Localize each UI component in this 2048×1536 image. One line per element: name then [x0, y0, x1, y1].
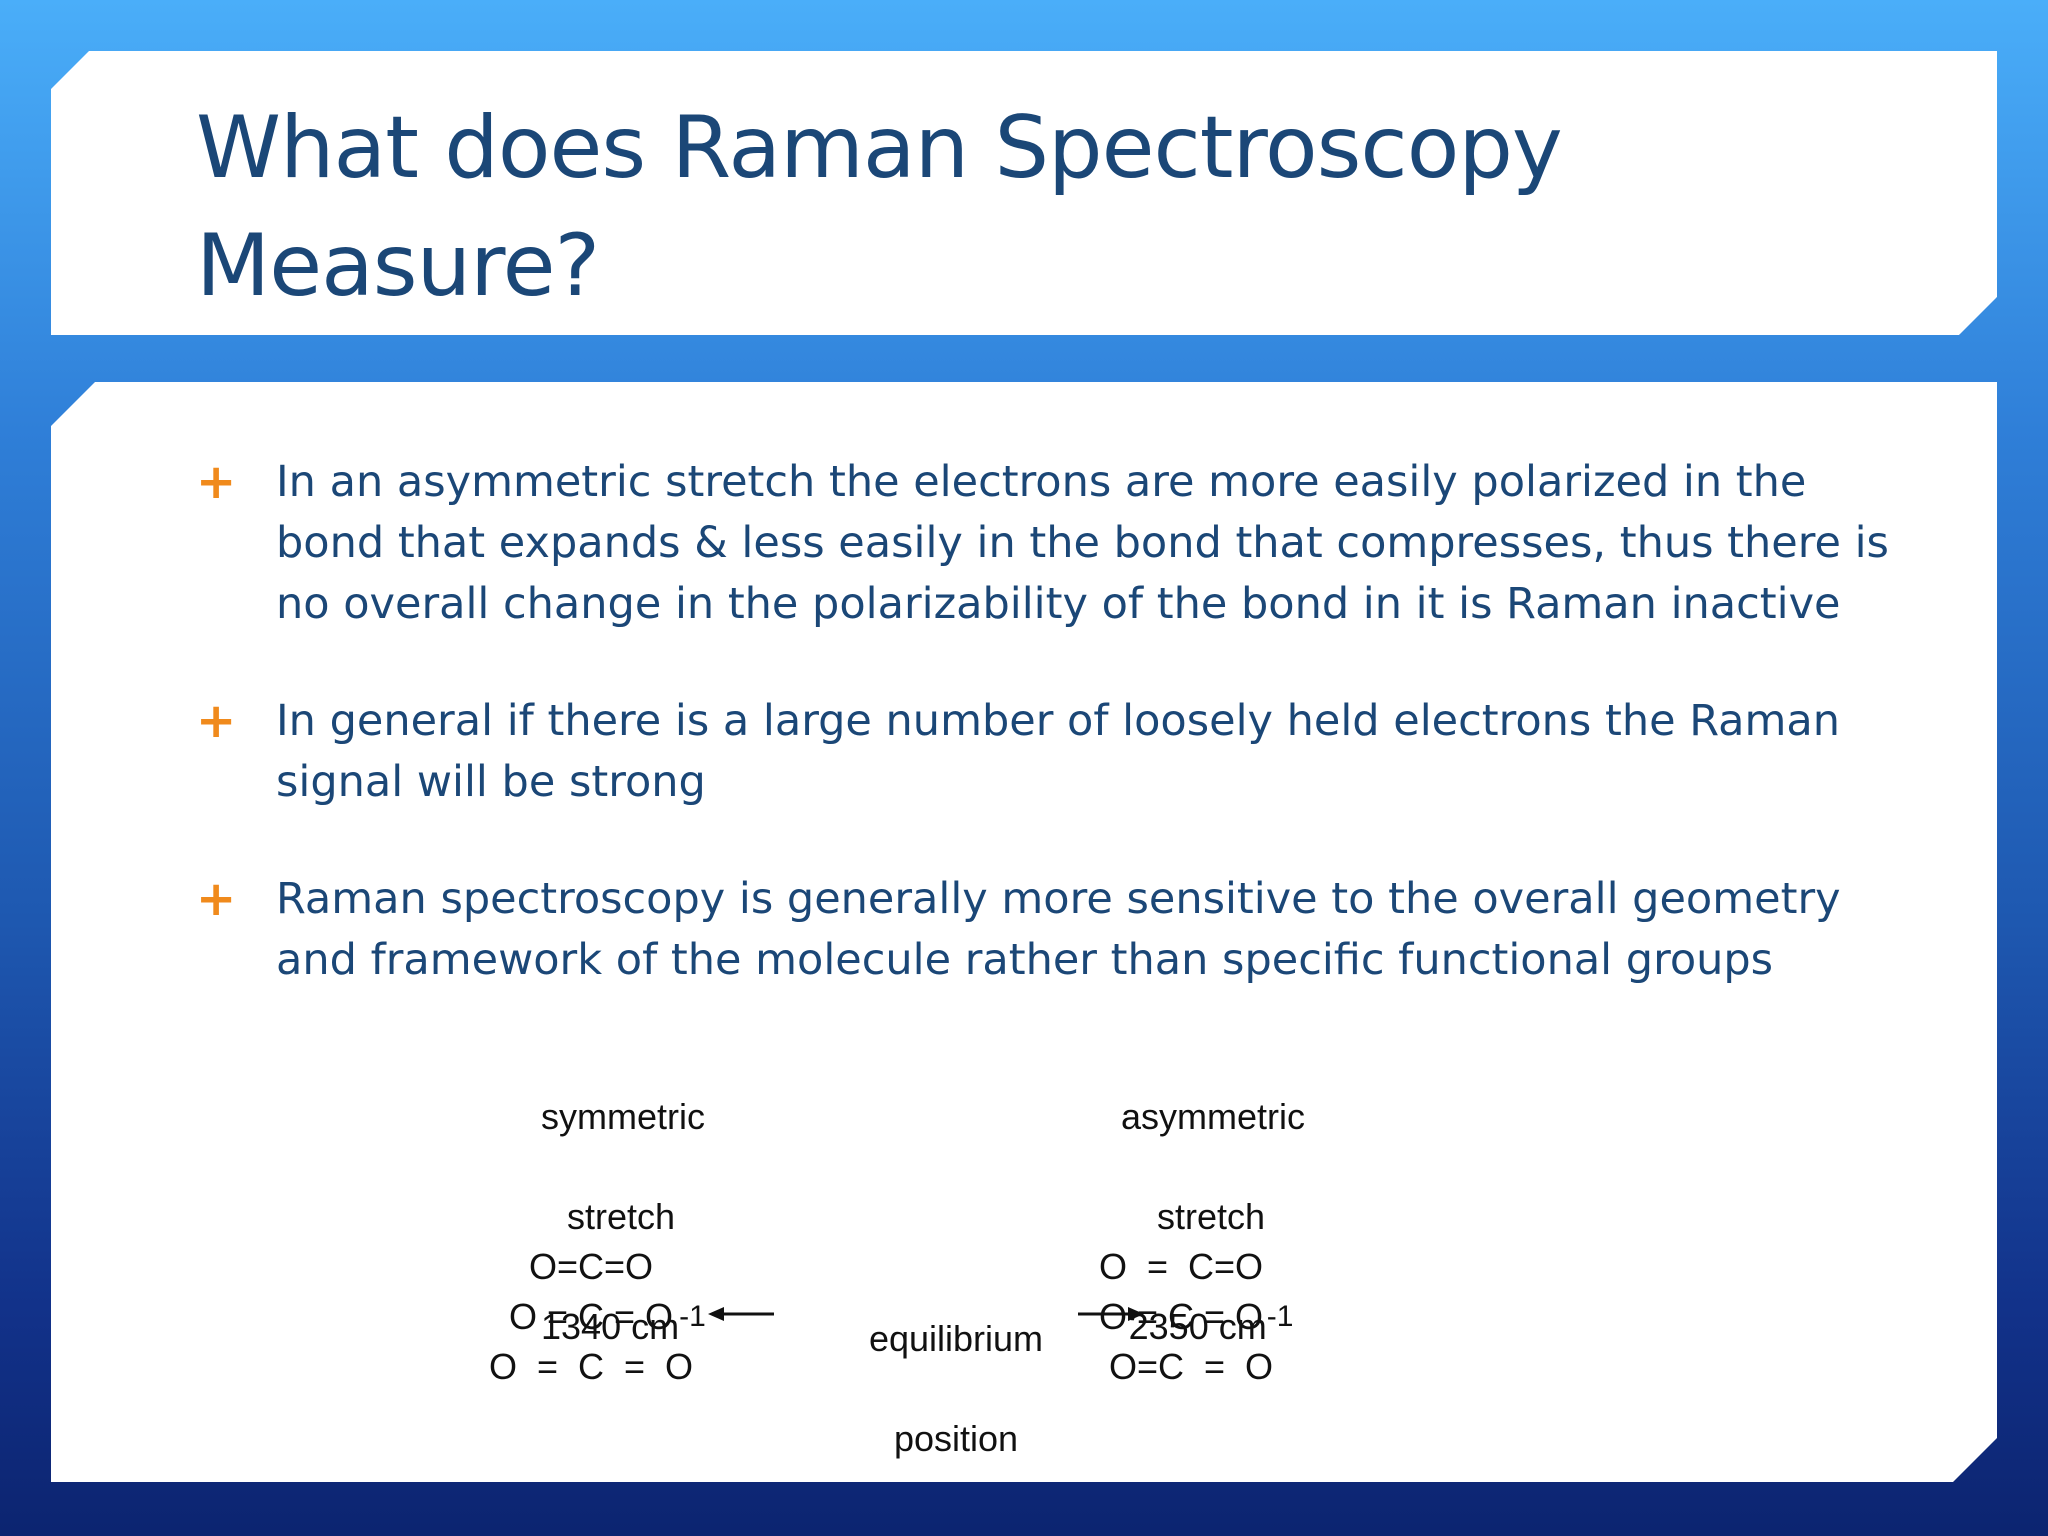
equilibrium-line-1: equilibrium — [868, 1318, 1044, 1359]
asymmetric-label-line-2: stretch — [1156, 1196, 1266, 1237]
plus-icon: + — [196, 454, 237, 510]
symmetric-wavenumber: 1340 cm — [541, 1306, 680, 1347]
symmetric-exponent: -1 — [679, 1300, 706, 1333]
title-panel: What does Raman Spectroscopy Measure? — [51, 51, 1997, 335]
bullet-2-line-2: signal will be strong — [276, 757, 706, 807]
equilibrium-label: equilibrium position — [781, 1264, 1071, 1514]
slide-title: What does Raman Spectroscopy Measure? — [196, 89, 1562, 325]
asymmetric-wavenumber: 2350 cm — [1128, 1306, 1267, 1347]
symmetric-structure-3: O = C = O — [488, 1346, 694, 1387]
symmetric-label-line-2: stretch — [566, 1196, 676, 1237]
symmetric-label-line-1: symmetric — [541, 1096, 706, 1137]
bullet-item-1: + In an asymmetric stretch the electrons… — [196, 452, 1896, 635]
symmetric-label: symmetric stretch 1340 cm-1 — [481, 1042, 701, 1402]
asymmetric-structure-2: O = C = O — [1098, 1296, 1264, 1337]
bullet-2-line-1: In general if there is a large number of… — [276, 696, 1840, 746]
bullet-1-line-3: no overall change in the polarizability … — [276, 579, 1841, 629]
co2-stretch-diagram: symmetric stretch 1340 cm-1 O=C=O O = C … — [481, 1042, 1431, 1402]
title-line-1: What does Raman Spectroscopy — [196, 98, 1562, 198]
asymmetric-exponent: -1 — [1266, 1300, 1294, 1333]
bullet-item-3: + Raman spectroscopy is generally more s… — [196, 869, 1896, 991]
equilibrium-line-2: position — [893, 1418, 1019, 1459]
symmetric-structure-1: O=C=O — [528, 1246, 654, 1287]
left-arrow-icon — [706, 1304, 776, 1324]
bullet-1-line-2: bond that expands & less easily in the b… — [276, 518, 1889, 568]
symmetric-structure-2: O = C = O — [508, 1296, 674, 1337]
bullet-item-2: + In general if there is a large number … — [196, 691, 1896, 813]
asymmetric-structure-1: O = C=O — [1098, 1246, 1264, 1287]
title-line-2: Measure? — [196, 216, 600, 316]
right-arrow-icon — [1076, 1304, 1146, 1324]
asymmetric-label-line-1: asymmetric — [1121, 1096, 1306, 1137]
content-panel: + In an asymmetric stretch the electrons… — [51, 382, 1997, 1482]
bullet-1-line-1: In an asymmetric stretch the electrons a… — [276, 457, 1807, 507]
plus-icon: + — [196, 871, 237, 927]
asymmetric-label: asymmetric stretch 2350 cm-1 — [1061, 1042, 1301, 1402]
asymmetric-structure-3: O=C = O — [1108, 1346, 1274, 1387]
bullet-list: + In an asymmetric stretch the electrons… — [196, 452, 1896, 1047]
bullet-3-line-2: and framework of the molecule rather tha… — [276, 935, 1774, 985]
bullet-3-line-1: Raman spectroscopy is generally more sen… — [276, 874, 1841, 924]
plus-icon: + — [196, 693, 237, 749]
